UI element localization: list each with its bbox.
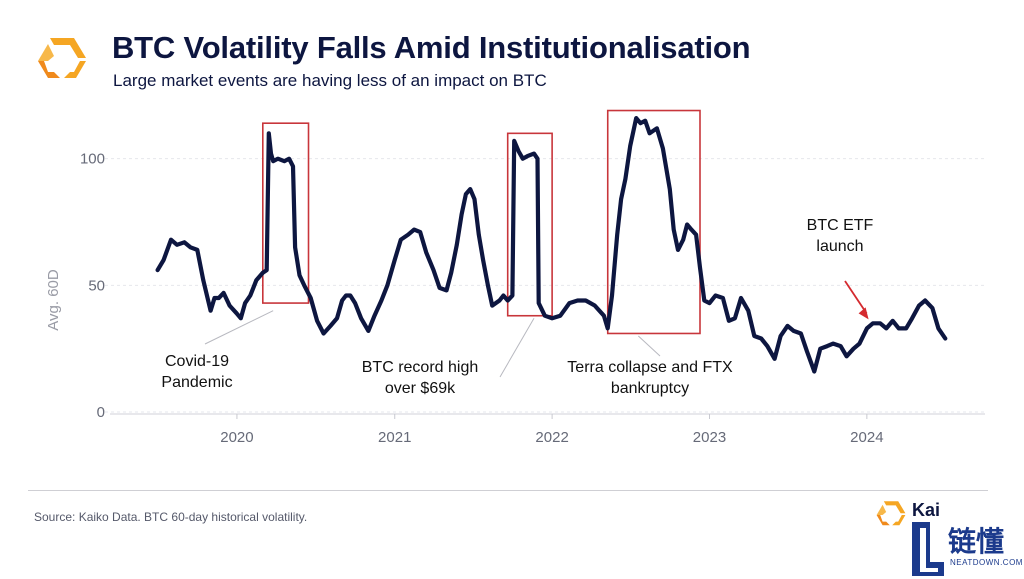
grid-lines [105, 158, 985, 415]
x-tick-label: 2021 [378, 429, 411, 446]
y-axis-label: Avg. 60D [45, 269, 62, 331]
annotation-label: BTC ETF launch [807, 217, 874, 255]
source-note: Source: Kaiko Data. BTC 60-day historica… [34, 510, 308, 524]
annotation-leader [204, 310, 274, 345]
annotation-label: Covid-19 Pandemic [161, 353, 232, 391]
annotation-leader [638, 335, 661, 357]
x-tick-label: 2020 [220, 429, 253, 446]
footer-divider [28, 490, 988, 491]
x-tick-label: 2023 [693, 429, 726, 446]
annotation-arrow [844, 280, 868, 314]
watermark-logo [912, 522, 944, 576]
chart-subtitle: Large market events are having less of a… [113, 71, 547, 90]
y-tick-label: 100 [80, 151, 105, 168]
watermark-text: 链懂 [948, 525, 1005, 558]
annotation-label: Terra collapse and FTX bankruptcy [567, 359, 733, 397]
annotation-leader [499, 318, 535, 378]
highlight-boxes [262, 109, 701, 335]
annotations: Covid-19 Pandemic BTC record high over $69k… [161, 217, 873, 397]
chart-title: BTC Volatility Falls Amid Institutionali… [112, 30, 751, 65]
x-tick-label: 2024 [850, 429, 883, 446]
x-tick-label: 2022 [535, 429, 568, 446]
footer-brand-name: Kaiko [912, 500, 940, 520]
highlight-box [606, 109, 701, 335]
axis-ticks: 0 50 100 2020 2021 2022 2023 2024 [80, 151, 884, 446]
highlight-box [262, 122, 310, 304]
annotation-leaders [204, 280, 869, 378]
kaiko-logo [38, 38, 86, 78]
annotation-arrowhead [858, 307, 869, 320]
y-tick-label: 50 [88, 277, 105, 294]
kaiko-footer-logo [876, 501, 906, 526]
annotation-label: BTC record high over $69k [362, 359, 479, 397]
volatility-series-line [155, 116, 948, 374]
highlight-box [506, 132, 553, 317]
watermark-subtext: NEATDOWN.COM [950, 558, 1023, 567]
y-tick-label: 0 [97, 404, 105, 421]
